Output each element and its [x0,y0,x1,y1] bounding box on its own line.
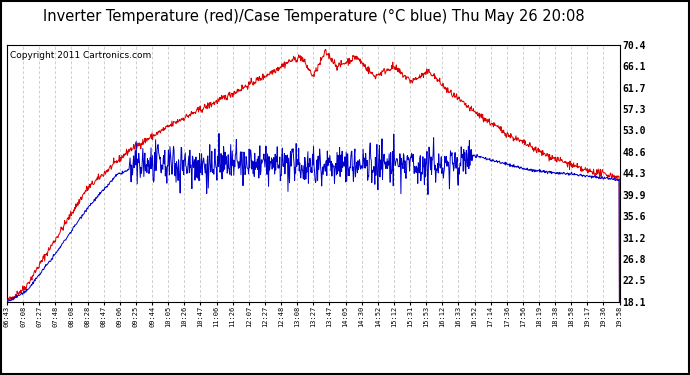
Text: Copyright 2011 Cartronics.com: Copyright 2011 Cartronics.com [10,51,151,60]
Text: Inverter Temperature (red)/Case Temperature (°C blue) Thu May 26 20:08: Inverter Temperature (red)/Case Temperat… [43,9,584,24]
